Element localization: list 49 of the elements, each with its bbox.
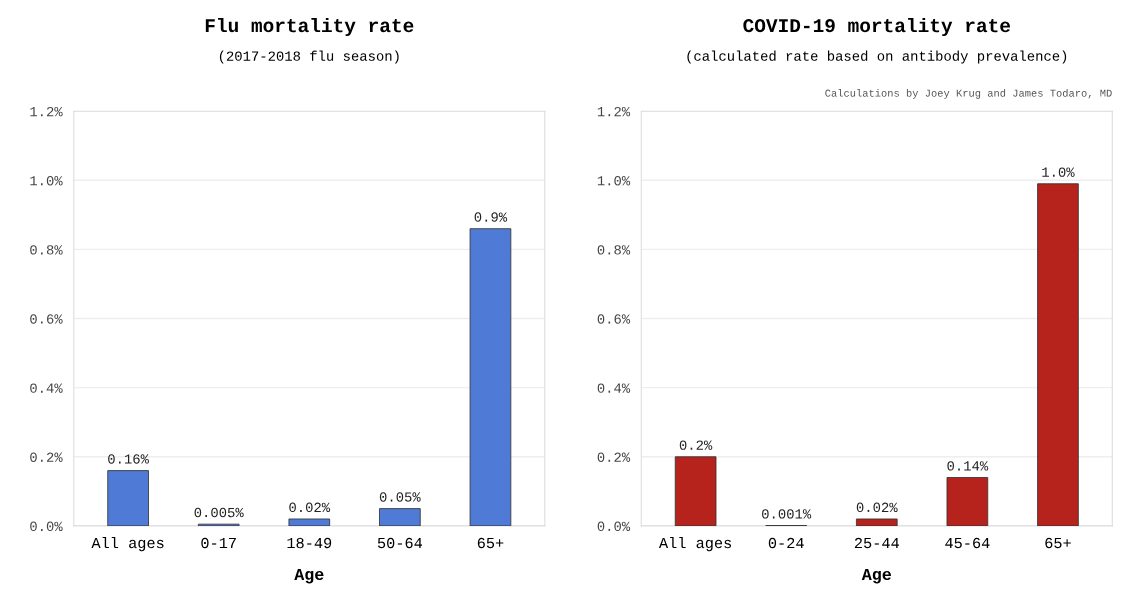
y-tick-label: 0.6%	[597, 314, 631, 324]
data-label: 0.16%	[108, 454, 149, 464]
x-axis-title: Age	[861, 568, 891, 584]
y-tick-label: 0.0%	[597, 521, 631, 532]
bar	[1037, 183, 1079, 526]
y-tick-label: 1.2%	[30, 106, 63, 117]
chart-title: COVID-19 mortality rate	[743, 17, 1011, 37]
bar	[107, 470, 149, 526]
y-tick-label: 0.2%	[597, 452, 631, 462]
text: Calculations by Joey Krug and James Todaro, MD	[825, 89, 1112, 99]
y-tick-label: 0.0%	[30, 521, 63, 532]
bar	[855, 518, 898, 526]
data-label: 0.05%	[379, 492, 421, 502]
y-tick-label: 0.4%	[597, 383, 631, 393]
data-label: 0.001%	[762, 509, 812, 519]
x-tick-label: 0-17	[201, 537, 236, 549]
y-tick-label: 1.2%	[597, 106, 631, 117]
x-tick-label: 0-24	[768, 537, 804, 549]
x-tick-label: 18-49	[287, 537, 332, 549]
x-tick-label: All ages	[658, 536, 732, 552]
x-tick-label: All ages	[91, 536, 164, 552]
y-tick-label: 0.6%	[30, 314, 63, 324]
x-tick-label: 65+	[477, 537, 504, 549]
y-tick-label: 0.2%	[30, 452, 63, 462]
bar	[288, 518, 331, 526]
y-tick-label: 1.0%	[597, 176, 631, 186]
chart-subtitle: (calculated rate based on antibody prevalence)	[687, 50, 1067, 64]
bar	[469, 228, 512, 526]
x-tick-label: 50-64	[377, 537, 423, 549]
data-label: 0.02%	[856, 502, 898, 513]
data-label: 0.14%	[947, 461, 989, 471]
data-label: 0.9%	[474, 212, 508, 222]
bar	[674, 456, 717, 526]
bar	[379, 508, 421, 526]
y-tick-label: 1.0%	[30, 176, 63, 186]
x-tick-label: 45-64	[945, 537, 990, 549]
y-tick-label: 0.4%	[30, 383, 63, 393]
x-axis-title: Age	[294, 568, 324, 584]
x-tick-label: 65+	[1045, 537, 1071, 549]
y-tick-label: 0.8%	[597, 245, 631, 255]
data-label: 0.2%	[679, 440, 713, 450]
y-tick-label: 0.8%	[30, 245, 63, 255]
chart-subtitle: (2017-2018 flu season)	[219, 50, 399, 64]
bar	[946, 477, 989, 526]
chart-title: Flu mortality rate	[205, 17, 414, 37]
data-label: 0.02%	[289, 502, 331, 513]
x-tick-label: 25-44	[854, 537, 899, 549]
data-label: 0.005%	[194, 507, 244, 518]
data-label: 1.0%	[1042, 167, 1075, 177]
